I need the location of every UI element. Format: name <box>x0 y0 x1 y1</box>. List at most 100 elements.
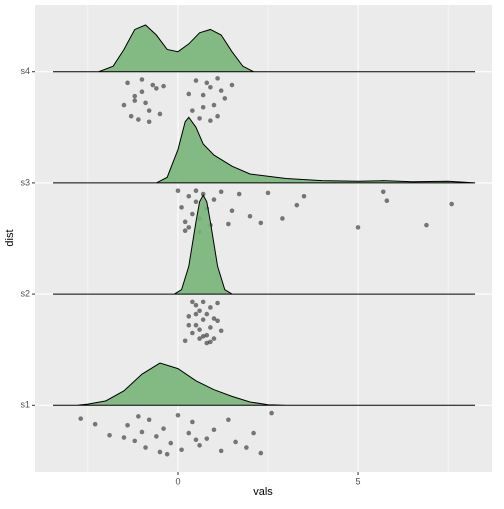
point <box>226 221 231 227</box>
point <box>269 410 274 416</box>
point <box>197 308 202 314</box>
point <box>197 327 202 332</box>
point <box>247 213 253 219</box>
point <box>190 299 195 305</box>
point <box>179 447 184 453</box>
point <box>175 412 181 418</box>
y-axis-title: dist <box>4 229 16 246</box>
point <box>179 205 184 210</box>
point <box>218 328 224 334</box>
point <box>355 225 361 230</box>
point <box>211 102 217 108</box>
point <box>193 437 199 443</box>
point <box>157 111 163 117</box>
x-tick-label: 5 <box>356 476 361 486</box>
point <box>125 80 130 86</box>
point <box>200 334 206 339</box>
point <box>236 191 242 197</box>
point <box>384 198 390 203</box>
point <box>164 451 170 457</box>
point <box>211 427 217 433</box>
point <box>208 305 213 310</box>
point <box>136 117 141 122</box>
point <box>208 118 213 123</box>
point <box>200 317 206 322</box>
point <box>215 318 220 324</box>
point <box>132 438 138 444</box>
point <box>200 92 206 98</box>
point <box>186 91 192 97</box>
point <box>380 189 386 195</box>
point <box>193 322 199 328</box>
x-axis-title: vals <box>253 486 273 498</box>
point <box>204 436 210 441</box>
ridge <box>53 116 476 184</box>
point <box>222 96 228 101</box>
y-tick-label: s2 <box>20 288 30 298</box>
point <box>218 88 224 93</box>
point <box>121 102 127 108</box>
point <box>128 113 134 119</box>
point <box>161 426 166 431</box>
point <box>218 189 224 195</box>
point <box>229 82 235 88</box>
point <box>121 435 127 440</box>
point <box>186 322 192 328</box>
point <box>301 193 307 199</box>
y-tick-label: s1 <box>20 400 30 410</box>
point <box>226 417 231 423</box>
point <box>244 445 249 450</box>
point <box>182 219 188 225</box>
point <box>215 113 220 119</box>
point <box>190 330 195 336</box>
point <box>139 89 145 95</box>
point <box>211 197 217 202</box>
point <box>193 188 199 193</box>
point <box>208 325 213 330</box>
point <box>229 208 235 214</box>
point <box>150 82 156 88</box>
point <box>200 104 206 110</box>
point <box>193 199 199 205</box>
point <box>208 84 213 90</box>
point <box>190 108 195 113</box>
point <box>182 338 188 344</box>
point <box>218 448 224 454</box>
point <box>204 311 210 317</box>
point <box>193 311 199 317</box>
point <box>154 434 159 439</box>
x-tick-label: 0 <box>175 476 180 486</box>
ridge <box>53 362 476 406</box>
ridge <box>53 24 476 73</box>
point <box>280 216 285 221</box>
point <box>211 336 217 341</box>
point <box>424 222 429 228</box>
point <box>125 423 130 428</box>
point <box>211 316 217 321</box>
point <box>139 77 145 82</box>
point <box>78 416 84 421</box>
point <box>157 449 163 455</box>
point <box>143 445 148 450</box>
point <box>204 332 210 338</box>
point <box>197 443 202 448</box>
point <box>186 193 192 199</box>
point <box>193 302 199 308</box>
point <box>132 93 138 99</box>
point <box>204 80 210 86</box>
point <box>233 439 238 445</box>
point <box>294 202 300 208</box>
ridge <box>53 194 476 295</box>
point <box>200 299 206 305</box>
point <box>258 220 264 226</box>
point <box>92 421 98 427</box>
point <box>168 440 174 446</box>
point <box>265 190 271 196</box>
point <box>143 100 148 106</box>
point <box>197 116 202 121</box>
point <box>251 430 256 436</box>
point <box>193 78 199 83</box>
y-tick-label: s3 <box>20 177 30 187</box>
point <box>132 98 138 103</box>
point <box>190 211 195 217</box>
